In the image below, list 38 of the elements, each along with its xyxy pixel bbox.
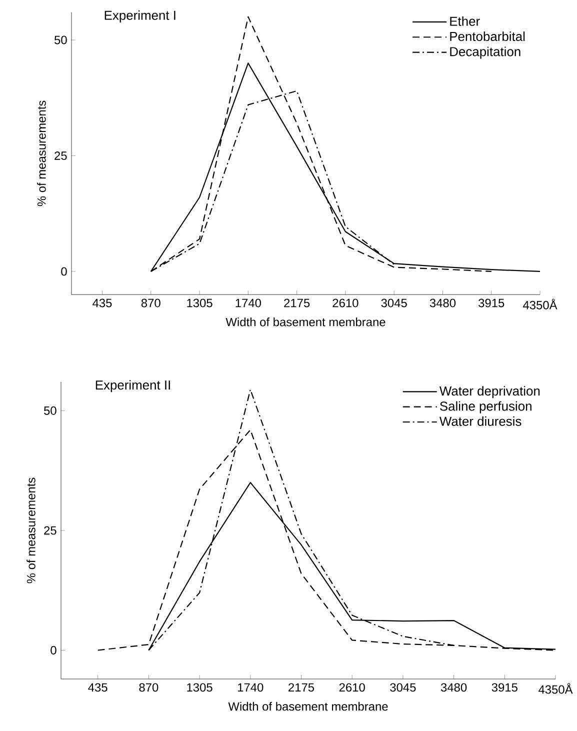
x-tick-label: 2175 (288, 683, 314, 692)
y-tick-label: 0 (50, 646, 56, 654)
legend-label: Decapitation (450, 46, 520, 59)
x-tick-label: 1305 (187, 683, 212, 692)
x-tick-label: 435 (92, 298, 112, 308)
y-axis-title: % of measurements (37, 100, 46, 206)
x-tick-label: 1305 (187, 298, 212, 308)
legend-label: Water diuresis (439, 416, 522, 426)
y-tick-label: 50 (54, 36, 67, 44)
x-tick-label: 3045 (381, 298, 407, 308)
y-tick-label: 50 (44, 406, 56, 415)
x-tick-label: 3480 (440, 683, 467, 692)
x-tick-label: 1740 (236, 298, 261, 308)
chart-title: Experiment I (104, 10, 176, 22)
legend-label: Water deprivation (439, 386, 540, 398)
x-tick-label: 2610 (332, 298, 358, 308)
x-tick-label: 2610 (339, 683, 365, 692)
x-tick-label: 3045 (390, 683, 416, 692)
x-tick-label: 870 (141, 298, 160, 308)
y-tick-label: 0 (61, 267, 67, 276)
x-tick-label: 1740 (238, 683, 264, 692)
chart-title: Experiment II (96, 380, 170, 392)
x-tick-label: 4350Å (538, 683, 573, 694)
y-axis-title: % of measurements (26, 478, 36, 584)
y-tick-label: 25 (54, 151, 67, 160)
legend-label: Saline perfusion (440, 401, 532, 414)
x-tick-label: 2175 (284, 298, 310, 308)
x-axis-title: Width of basement membrane (226, 318, 386, 326)
x-tick-label: 3915 (492, 683, 518, 692)
x-tick-label: 435 (88, 683, 108, 692)
legend-label: Pentobarbital (450, 32, 525, 42)
x-tick-label: 3480 (430, 298, 456, 308)
x-tick-label: 4350Å (523, 298, 558, 310)
x-tick-label: 870 (139, 683, 158, 692)
legend-label: Ether (450, 16, 480, 26)
y-tick-label: 25 (44, 526, 56, 535)
x-axis-title: Width of basement membrane (228, 702, 388, 711)
x-tick-label: 3915 (478, 298, 504, 308)
